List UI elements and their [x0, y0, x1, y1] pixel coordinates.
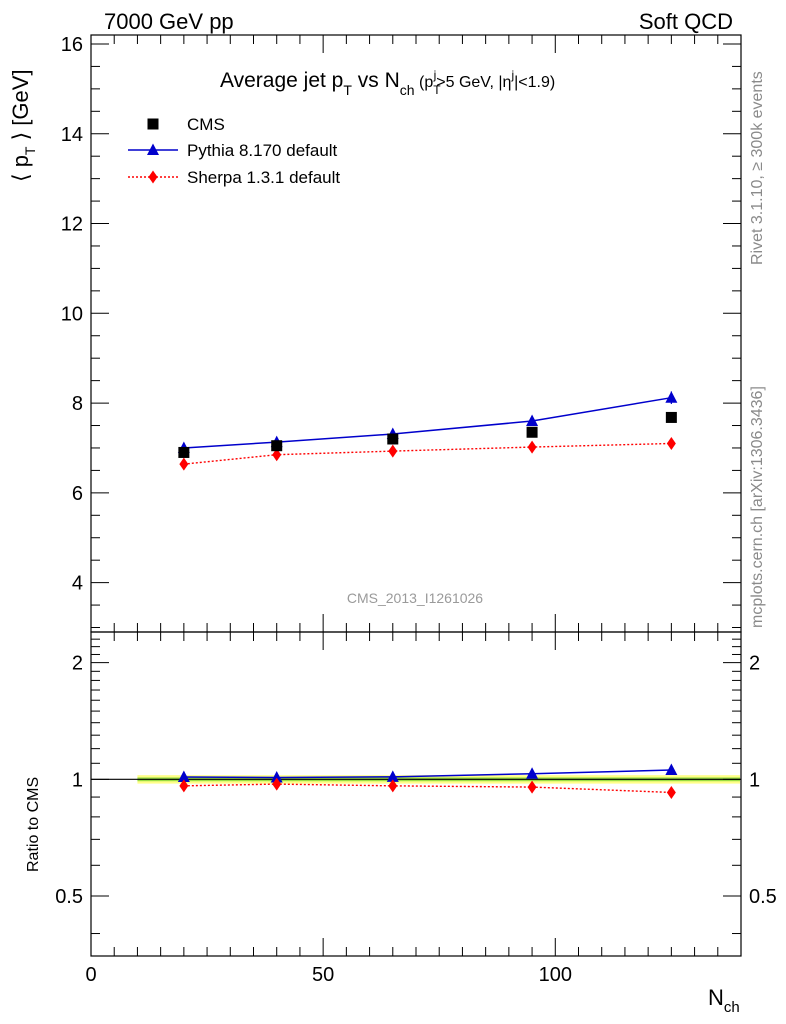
legend-marker-2: [148, 170, 158, 184]
main-y-axis-label: ⟨ pT ⟩ [GeV]: [8, 69, 38, 182]
title-cut-sup2: j: [510, 68, 514, 82]
ratio-point-1: [527, 780, 537, 794]
mcplots-label: mcplots.cern.ch [arXiv:1306.3436]: [749, 386, 766, 628]
series-line-2: [183, 442, 672, 465]
x-tick-label: 50: [312, 964, 334, 986]
title-cut-mid: >5 GeV, |η: [436, 74, 511, 91]
header-right: Soft QCD: [639, 9, 733, 34]
main-y-tick-label: 6: [72, 483, 83, 505]
x-axis-label-main: N: [708, 985, 724, 1010]
ratio-y-tick-label: 2: [749, 653, 760, 675]
data-point-0: [387, 433, 399, 445]
legend-label-2: Sherpa 1.3.1 default: [187, 168, 340, 187]
ratio-point-0: [526, 767, 539, 779]
ratio-y-tick-label: 0.5: [749, 886, 777, 908]
ratio-frame: [90, 631, 742, 957]
rivet-label: Rivet 3.1.10, ≥ 300k events: [749, 71, 766, 265]
main-y-axis-label-sub: T: [22, 146, 38, 155]
main-y-axis-label-main: ⟨ p: [8, 155, 33, 182]
x-tick-label: 0: [85, 964, 96, 986]
data-point-2: [179, 457, 189, 471]
main-panel: 4 6 8 10 12 14 16: [61, 34, 742, 633]
ratio-line-1: [183, 783, 672, 794]
ratio-point-0: [665, 763, 678, 776]
data-point-2: [527, 440, 537, 454]
main-ticks: 4 6 8 10 12 14 16: [61, 34, 742, 632]
title-cut-close: |<1.9): [514, 74, 555, 91]
legend: CMS Pythia 8.170 default Sherpa 1.3.1 defa…: [128, 115, 340, 187]
main-y-tick-label: 16: [61, 34, 83, 56]
title-vs-sub: ch: [400, 82, 415, 98]
ratio-y-tick-label: 1: [72, 769, 83, 791]
ratio-y-axis-label: Ratio to CMS: [25, 777, 42, 872]
ratio-panel: 0 50 100 0.5 0.5 1 1 2 2: [55, 631, 777, 986]
legend-label-1: Pythia 8.170 default: [187, 141, 338, 160]
ratio-series: [177, 763, 678, 799]
main-y-tick-label: 10: [61, 303, 83, 325]
ratio-y-tick-label: 2: [72, 653, 83, 675]
data-point-2: [666, 436, 676, 450]
analysis-watermark: CMS_2013_I1261026: [347, 590, 483, 606]
title-cut-open: (p: [415, 74, 434, 91]
legend-marker-1: [147, 143, 159, 155]
data-point-1: [526, 414, 539, 427]
legend-label-0: CMS: [187, 115, 225, 134]
ratio-point-1: [179, 779, 189, 793]
ratio-point-1: [272, 777, 282, 791]
main-series: [177, 391, 678, 471]
title-main-sub: T: [343, 82, 352, 98]
main-y-tick-label: 12: [61, 214, 83, 236]
data-point-2: [388, 444, 398, 458]
legend-marker-0: [147, 118, 159, 130]
plot-title: Average jet pT vs Nch (pTj>5 GeV, |ηj|<1…: [220, 68, 555, 98]
ratio-band-layer: [91, 775, 741, 784]
data-point-1: [665, 391, 678, 403]
ratio-point-0: [177, 770, 190, 782]
data-point-0: [271, 440, 283, 452]
title-vs: vs N: [352, 69, 400, 92]
header-left: 7000 GeV pp: [104, 9, 234, 34]
data-point-0: [178, 446, 190, 458]
ratio-point-0: [270, 770, 283, 783]
ratio-y-tick-label: 1: [749, 769, 760, 791]
title-main: Average jet p: [220, 69, 343, 92]
main-y-tick-label: 4: [72, 573, 83, 595]
x-tick-label: 100: [539, 964, 572, 986]
ratio-point-1: [666, 785, 676, 799]
ratio-y-tick-label: 0.5: [55, 886, 83, 908]
ratio-point-0: [386, 770, 399, 782]
ratio-ticks: 0 50 100 0.5 0.5 1 1 2 2: [55, 632, 777, 986]
data-point-2: [272, 448, 282, 462]
main-y-tick-label: 14: [61, 124, 83, 146]
main-y-axis-label-unit: ⟩ [GeV]: [8, 69, 33, 146]
data-point-0: [665, 411, 677, 423]
x-axis-label-sub: ch: [724, 999, 740, 1016]
x-axis-label: Nch: [708, 985, 740, 1016]
ratio-point-1: [388, 779, 398, 793]
data-point-0: [526, 426, 538, 438]
title-cut-sub: T: [433, 83, 441, 97]
title-cut-sup: j: [433, 68, 437, 82]
main-y-tick-label: 8: [72, 393, 83, 415]
series-line-1: [183, 396, 672, 449]
